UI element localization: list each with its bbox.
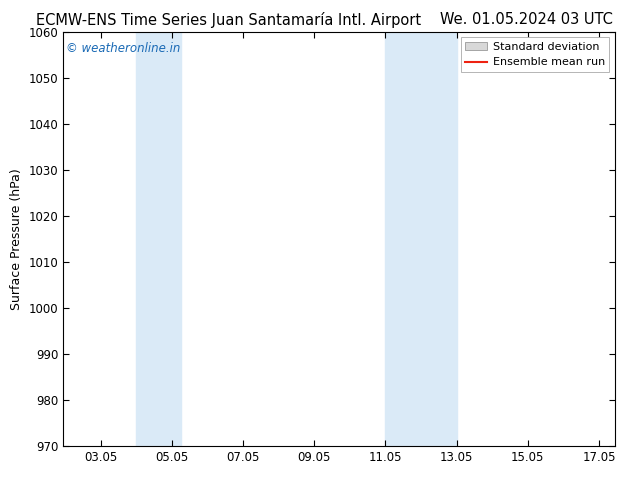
Bar — [385, 32, 456, 446]
Text: We. 01.05.2024 03 UTC: We. 01.05.2024 03 UTC — [440, 12, 612, 27]
Y-axis label: Surface Pressure (hPa): Surface Pressure (hPa) — [10, 168, 23, 310]
Legend: Standard deviation, Ensemble mean run: Standard deviation, Ensemble mean run — [460, 37, 609, 72]
Text: © weatheronline.in: © weatheronline.in — [66, 42, 181, 55]
Bar — [136, 32, 181, 446]
Text: ECMW-ENS Time Series Juan Santamaría Intl. Airport: ECMW-ENS Time Series Juan Santamaría Int… — [36, 12, 421, 28]
